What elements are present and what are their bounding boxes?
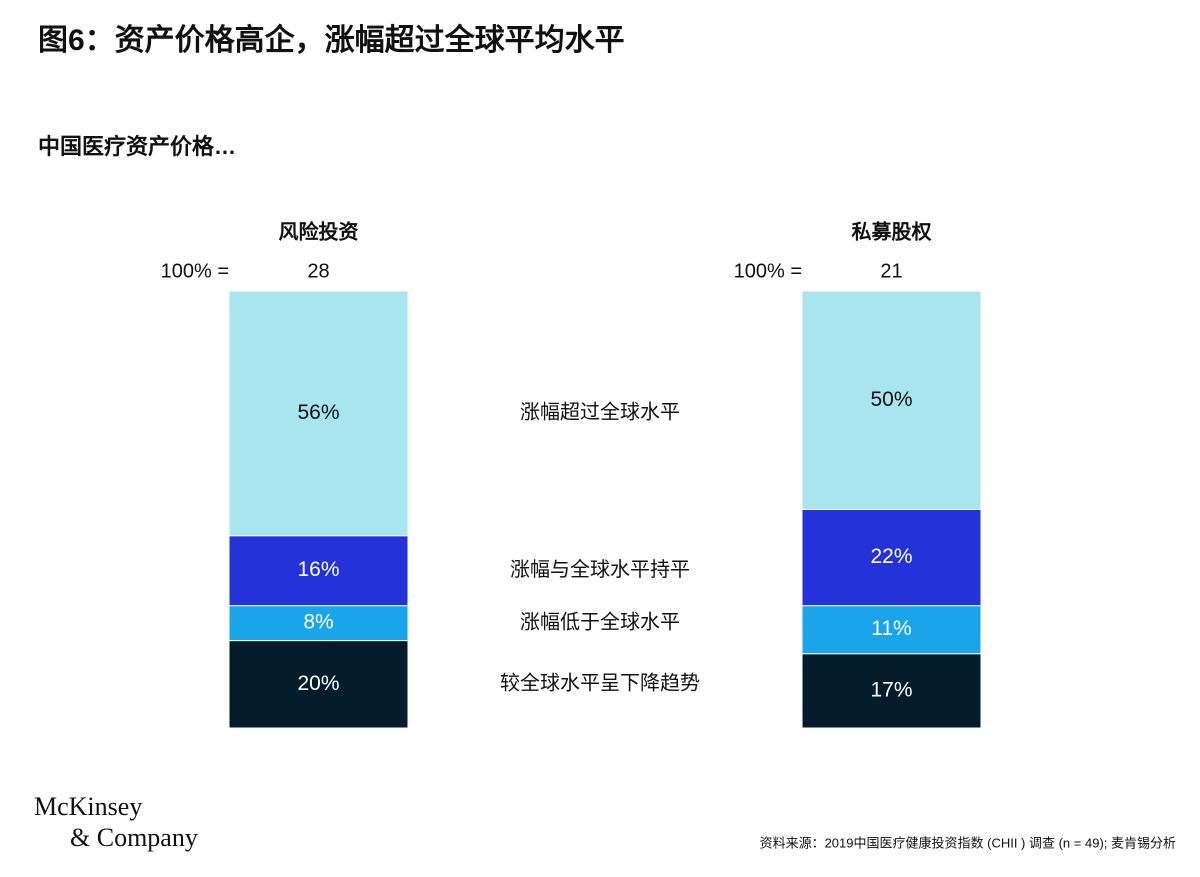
category-label: 风险投资	[279, 219, 359, 243]
value-label: 22%	[870, 545, 912, 568]
value-label: 8%	[303, 611, 333, 634]
chart-subtitle: 中国医疗资产价格…	[38, 134, 236, 159]
series-label: 涨幅超过全球水平	[520, 401, 680, 424]
bar-segment	[228, 290, 409, 537]
source-note: 资料来源：2019中国医疗健康投资指数 (CHII ) 调查 (n = 49);…	[760, 835, 1176, 850]
total-label: 28	[307, 260, 329, 282]
value-label: 17%	[870, 678, 912, 701]
total-label: 21	[880, 260, 902, 282]
bar-segment	[801, 605, 982, 655]
value-label: 50%	[870, 388, 912, 411]
series-label: 较全球水平呈下降趋势	[500, 672, 700, 695]
bar-segment	[228, 640, 409, 729]
value-label: 20%	[297, 672, 339, 695]
series-label: 涨幅与全球水平持平	[510, 558, 690, 581]
logo: McKinsey	[34, 792, 142, 821]
total-prefix: 100% =	[734, 260, 802, 282]
bar-segment	[228, 605, 409, 642]
value-label: 16%	[297, 558, 339, 581]
bar-segment	[801, 290, 982, 510]
logo: & Company	[70, 823, 198, 852]
bar-segment	[801, 509, 982, 607]
category-label: 私募股权	[852, 219, 933, 243]
total-prefix: 100% =	[161, 260, 229, 282]
bar-segment	[801, 653, 982, 729]
value-label: 56%	[297, 401, 339, 424]
value-label: 11%	[871, 617, 911, 640]
chart-title: 图6：资产价格高企，涨幅超过全球平均水平	[38, 23, 625, 57]
series-label: 涨幅低于全球水平	[520, 610, 680, 633]
